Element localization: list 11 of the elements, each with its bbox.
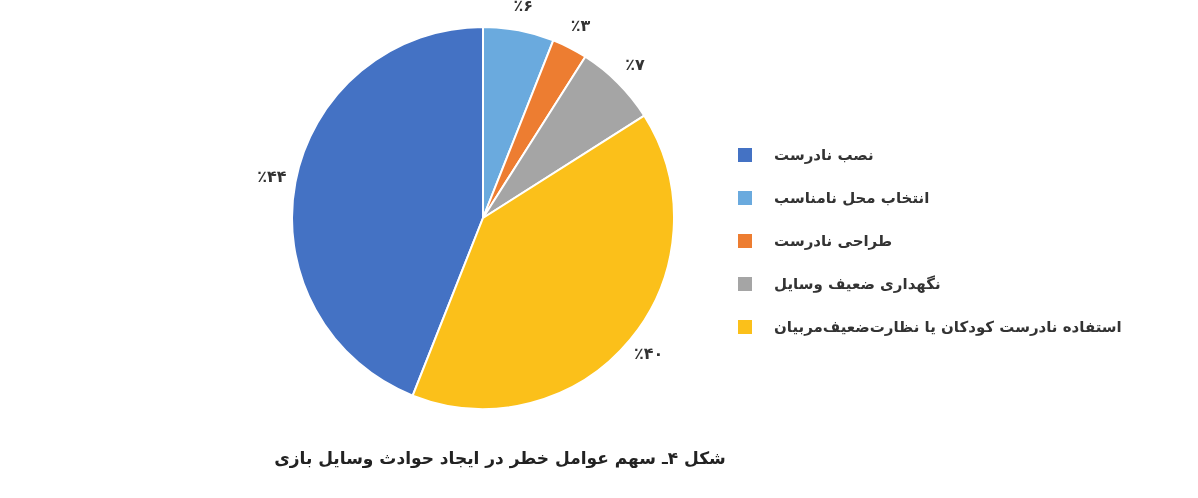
data-label: ٪۷ bbox=[625, 55, 646, 75]
legend-label: انتخاب محل نامناسب bbox=[774, 188, 930, 207]
legend-label: استفاده نادرست کودکان یا نظارت‌ضعیف‌مربیان bbox=[774, 317, 1122, 336]
legend-label: نگهداری ضعیف وسایل bbox=[774, 274, 941, 293]
data-label: ٪۶ bbox=[513, 0, 534, 15]
data-label: ٪۴۰ bbox=[634, 344, 664, 364]
legend-label: نصب نادرست bbox=[774, 145, 874, 164]
legend-label: طراحی نادرست bbox=[774, 231, 893, 250]
text: شکل ۴ـ سهم عوامل خطر در ایجاد حوادث وسایل بازی bbox=[273, 448, 727, 468]
data-label: ٪۴۴ bbox=[257, 166, 287, 186]
data-label: ٪۳ bbox=[570, 15, 591, 35]
